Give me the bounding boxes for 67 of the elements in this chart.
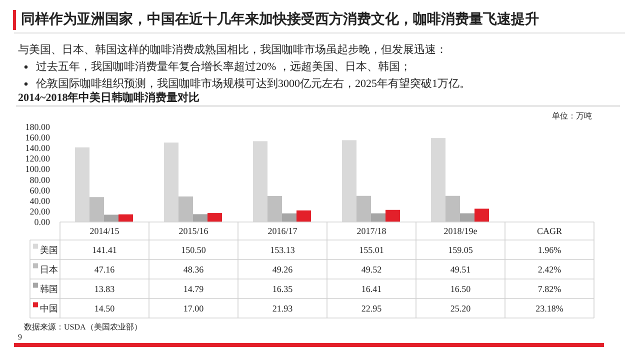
bar [446, 196, 460, 222]
data-label: 21.93 [272, 303, 294, 314]
bar [296, 210, 311, 222]
bar [474, 208, 489, 222]
y-tick-label: 60.00 [30, 185, 50, 196]
y-tick-label: 0.00 [34, 217, 50, 227]
data-label: 47.16 [94, 264, 116, 274]
text: 伦敦国际咖啡组织预测，我国咖啡市场规模可达到3000亿元左右，2025年有望突破1万亿。 [36, 77, 470, 90]
text: 9 [18, 332, 22, 342]
data-label: 22.95 [361, 303, 382, 314]
legend-label: 美国 [40, 244, 58, 255]
bar [90, 197, 104, 222]
chart-subtitle: 2014~2018年中美日韩咖啡消费量对比 [18, 91, 200, 104]
bar [460, 213, 474, 222]
data-label: 141.41 [92, 244, 117, 255]
text: 与美国、日本、韩国这样的咖啡消费成熟国相比，我国咖啡市场虽起步晚，但发展迅速： [18, 43, 447, 56]
legend-label: 日本 [40, 264, 58, 274]
y-tick-label: 140.00 [25, 143, 50, 154]
data-label: 155.01 [359, 244, 384, 255]
y-tick-label: 160.00 [25, 132, 50, 143]
data-label: 49.52 [361, 264, 382, 274]
x-tick-label: CAGR [536, 226, 562, 236]
x-tick-label: 2015/16 [178, 226, 209, 236]
data-label: 48.36 [183, 264, 204, 274]
text: 单位：万吨 [552, 112, 592, 120]
x-tick-label: 2014/15 [90, 226, 120, 236]
source-note: 数据来源：USDA（美国农业部） [24, 322, 142, 332]
data-label: 49.26 [272, 264, 294, 274]
data-label: 25.20 [450, 303, 472, 314]
bar [104, 214, 118, 222]
y-tick-label: 120.00 [25, 154, 50, 164]
data-label: 159.05 [448, 244, 474, 255]
data-label: 16.50 [450, 284, 472, 294]
text: 1.96% [538, 244, 562, 255]
text: 2.42% [538, 264, 562, 274]
data-label: 153.13 [270, 244, 296, 255]
bar [118, 214, 133, 222]
chart-title: 同样作为亚洲国家，中国在近十几年来加快接受西方消费文化，咖啡消费量飞速提升 [21, 10, 539, 28]
data-label: 17.00 [183, 303, 204, 314]
data-label: 49.51 [450, 264, 471, 274]
bar [268, 196, 282, 222]
y-tick-label: 80.00 [30, 174, 50, 185]
x-tick-label: 2017/18 [356, 226, 387, 236]
x-tick-label: 2016/17 [268, 226, 298, 236]
x-tick-label: 2018/19e [444, 226, 478, 236]
data-label: 14.50 [94, 303, 116, 314]
text: 23.18% [536, 303, 564, 314]
bar [386, 210, 400, 222]
y-tick-label: 40.00 [30, 196, 50, 206]
bar [282, 213, 296, 222]
y-tick-label: 180.00 [25, 122, 50, 132]
bar [178, 196, 193, 222]
bar [356, 196, 371, 222]
text: 过去五年，我国咖啡消费量年复合增长率超过20% ，远超美国、日本、韩国； [36, 60, 411, 73]
data-label: 16.41 [361, 284, 382, 294]
text: 7.82% [538, 284, 562, 294]
data-label: 13.83 [94, 284, 116, 294]
y-tick-label: 100.00 [25, 164, 50, 174]
y-tick-label: 20.00 [30, 206, 50, 216]
bar [193, 214, 208, 222]
data-label: 150.50 [181, 244, 206, 255]
bar [371, 213, 386, 222]
data-label: 14.79 [183, 284, 204, 294]
data-label: 16.35 [272, 284, 294, 294]
legend-label: 韩国 [40, 284, 58, 294]
legend-label: 中国 [40, 303, 58, 314]
bar [208, 213, 222, 222]
